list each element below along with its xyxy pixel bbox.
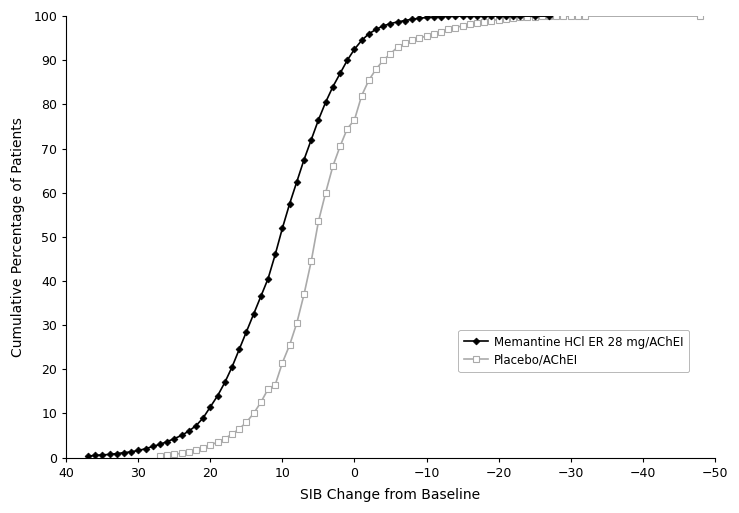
- X-axis label: SIB Change from Baseline: SIB Change from Baseline: [301, 488, 480, 502]
- Memantine HCl ER 28 mg/AChEI: [545, 13, 554, 19]
- Placebo/AChEI: [256, 399, 265, 405]
- Placebo/AChEI: [307, 258, 316, 264]
- Placebo/AChEI: [530, 13, 539, 19]
- Memantine HCl ER 28 mg/AChEI: [206, 404, 215, 410]
- Line: Placebo/AChEI: Placebo/AChEI: [157, 13, 704, 459]
- Memantine HCl ER 28 mg/AChEI: [443, 13, 452, 19]
- Memantine HCl ER 28 mg/AChEI: [293, 179, 302, 185]
- Legend: Memantine HCl ER 28 mg/AChEI, Placebo/AChEI: Memantine HCl ER 28 mg/AChEI, Placebo/AC…: [458, 330, 689, 372]
- Placebo/AChEI: [386, 51, 395, 57]
- Placebo/AChEI: [415, 35, 423, 41]
- Memantine HCl ER 28 mg/AChEI: [84, 453, 92, 459]
- Placebo/AChEI: [545, 13, 554, 19]
- Memantine HCl ER 28 mg/AChEI: [393, 19, 402, 25]
- Placebo/AChEI: [155, 453, 164, 459]
- Line: Memantine HCl ER 28 mg/AChEI: Memantine HCl ER 28 mg/AChEI: [86, 14, 551, 459]
- Placebo/AChEI: [242, 419, 251, 425]
- Memantine HCl ER 28 mg/AChEI: [530, 13, 539, 19]
- Memantine HCl ER 28 mg/AChEI: [307, 136, 316, 143]
- Y-axis label: Cumulative Percentage of Patients: Cumulative Percentage of Patients: [11, 117, 25, 357]
- Placebo/AChEI: [696, 13, 705, 19]
- Memantine HCl ER 28 mg/AChEI: [220, 380, 229, 386]
